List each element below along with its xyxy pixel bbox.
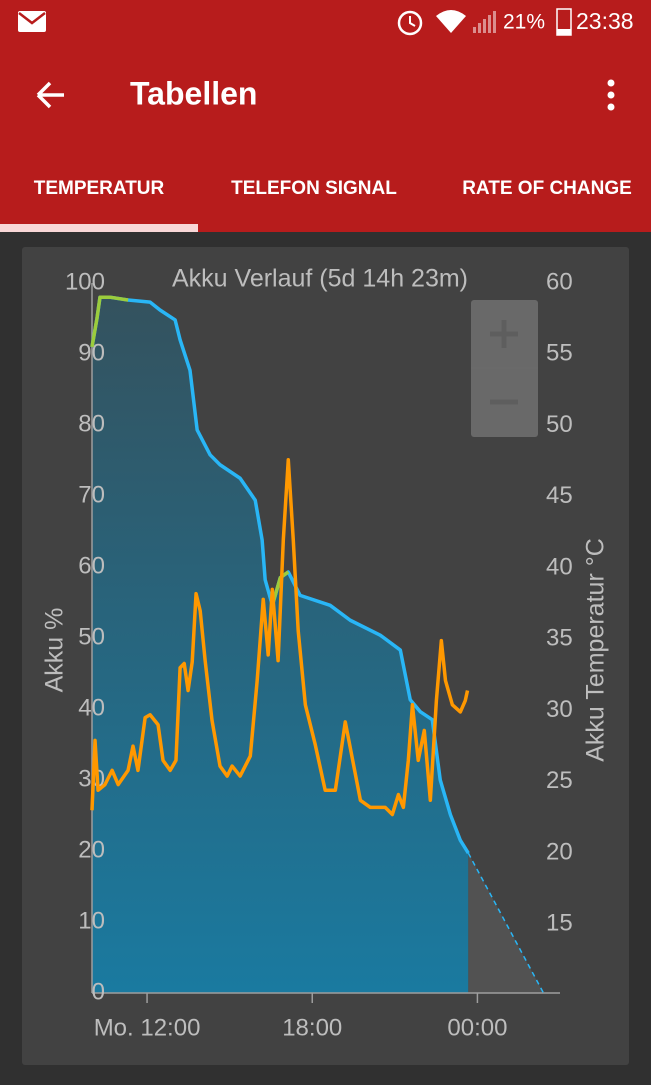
battery-percent: 21%	[503, 11, 545, 34]
alarm-icon	[397, 10, 423, 36]
tab[interactable]: TELEFON SIGNAL	[231, 178, 397, 199]
y2-tick-label: 60	[546, 268, 573, 295]
back-button[interactable]	[36, 81, 64, 109]
y-tick-label: 60	[78, 552, 105, 579]
y2-tick-label: 20	[546, 838, 573, 865]
mail-icon	[18, 11, 46, 32]
y-tick-label: 50	[78, 623, 105, 650]
app-title: Tabellen	[130, 75, 257, 111]
y2-tick-label: 35	[546, 625, 573, 652]
y-tick-label: 10	[78, 907, 105, 934]
y2-tick-label: 30	[546, 696, 573, 723]
chart-title: Akku Verlauf (5d 14h 23m)	[172, 265, 468, 293]
tab[interactable]: RATE OF CHANGE	[462, 178, 632, 199]
y2-tick-label: 25	[546, 767, 573, 794]
y2-axis-title: Akku Temperatur °C	[582, 538, 610, 762]
x-tick-label: 00:00	[447, 1014, 507, 1041]
y-tick-label: 20	[78, 836, 105, 863]
wifi-icon	[436, 10, 466, 33]
x-tick-label: 18:00	[282, 1014, 342, 1041]
y2-tick-label: 55	[546, 340, 573, 367]
line	[90, 457, 470, 817]
zoom-in[interactable]	[490, 320, 518, 348]
y2-tick-label: 50	[546, 411, 573, 438]
y2-tick-label: 45	[546, 482, 573, 509]
y-axis-title: Akku %	[41, 608, 69, 693]
line	[90, 295, 470, 855]
zoom-control	[471, 300, 538, 437]
y-tick-label: 70	[78, 481, 105, 508]
y-tick-label: 80	[78, 410, 105, 437]
tab-indicator	[0, 224, 198, 232]
y-tick-label: 40	[78, 694, 105, 721]
plot: 0102030405060708090100152025303540455055…	[65, 268, 573, 1041]
y2-tick-label: 15	[546, 910, 573, 937]
tab[interactable]: TEMPERATUR	[34, 178, 165, 199]
clock: 23:38	[576, 8, 634, 34]
signal-icon	[473, 11, 496, 33]
app-header	[0, 0, 651, 232]
y-tick-label: 100	[65, 268, 105, 295]
y2-tick-label: 40	[546, 553, 573, 580]
overflow-menu[interactable]	[607, 79, 615, 111]
x-tick-label: Mo. 12:00	[94, 1014, 201, 1041]
battery-icon	[556, 8, 572, 36]
y-tick-label: 0	[92, 978, 105, 1005]
